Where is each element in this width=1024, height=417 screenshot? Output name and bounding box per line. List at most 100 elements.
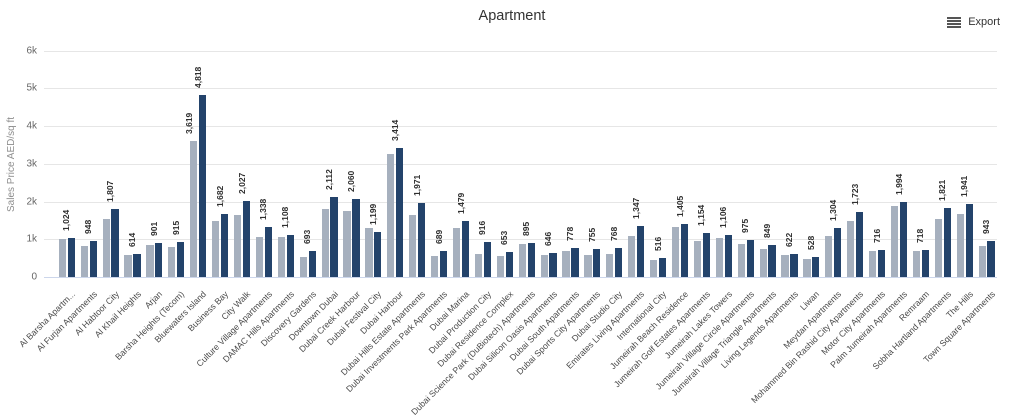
bar-series-2-dark[interactable]	[834, 227, 842, 277]
bar-series-1-light[interactable]	[365, 227, 373, 277]
bar-value-label: 1,821	[937, 180, 948, 202]
bar-series-2-dark[interactable]	[264, 226, 272, 277]
chart-title: Apartment	[478, 8, 546, 24]
bar-series-1-light[interactable]	[825, 235, 833, 277]
bar-series-1-light[interactable]	[190, 140, 198, 277]
bar-series-2-dark[interactable]	[439, 251, 448, 277]
bar-series-1-light[interactable]	[431, 255, 439, 277]
bar-series-2-dark[interactable]	[374, 231, 382, 277]
bar-series-1-light[interactable]	[387, 153, 395, 277]
bar-series-1-light[interactable]	[255, 236, 264, 277]
bar-series-1-light[interactable]	[540, 254, 548, 277]
bar-series-2-dark[interactable]	[89, 241, 97, 277]
bar-series-1-light[interactable]	[409, 215, 417, 277]
bar-series-1-light[interactable]	[584, 255, 592, 277]
bar-value-label: 1,024	[61, 210, 72, 232]
bar-series-2-dark[interactable]	[943, 208, 951, 277]
bar-series-1-light[interactable]	[693, 240, 702, 277]
bar-series-2-dark[interactable]	[593, 248, 601, 277]
bar-series-1-light[interactable]	[277, 237, 285, 277]
bar-series-2-dark[interactable]	[461, 221, 470, 277]
bar-series-2-dark[interactable]	[877, 249, 886, 277]
bar-value-label: 2,112	[324, 169, 335, 191]
bar-series-1-light[interactable]	[628, 235, 636, 277]
bar-series-1-light[interactable]	[146, 245, 154, 277]
bar-series-1-light[interactable]	[847, 221, 855, 277]
bar-series-1-light[interactable]	[562, 250, 570, 277]
bar-series-1-light[interactable]	[934, 218, 942, 277]
bar-series-1-light[interactable]	[496, 256, 504, 277]
bar-series-2-dark[interactable]	[658, 257, 667, 277]
bar-series-2-dark[interactable]	[308, 250, 316, 277]
bar-series-1-light[interactable]	[212, 221, 220, 277]
bar-series-1-light[interactable]	[518, 244, 526, 277]
bar-series-2-dark[interactable]	[396, 148, 404, 277]
bar-value-label: 1,106	[718, 207, 729, 229]
bar-series-1-light[interactable]	[781, 255, 789, 277]
bar-series-1-light[interactable]	[956, 214, 964, 277]
bar-series-1-light[interactable]	[737, 243, 745, 277]
bar-series-2-dark[interactable]	[965, 203, 973, 277]
bar-value-label: 755	[586, 227, 597, 242]
bar-series-1-light[interactable]	[80, 246, 88, 277]
bar-series-1-light[interactable]	[321, 209, 329, 277]
export-button[interactable]: Export	[947, 16, 1000, 28]
bar-value-label: 2,060	[346, 171, 356, 193]
bar-series-2-dark[interactable]	[921, 249, 929, 277]
bar-series-2-dark[interactable]	[987, 241, 995, 277]
bar-series-1-light[interactable]	[715, 238, 723, 277]
bar-series-1-light[interactable]	[912, 251, 921, 277]
bar-series-1-light[interactable]	[102, 218, 110, 277]
bar-series-2-dark[interactable]	[505, 252, 513, 277]
bar-series-1-light[interactable]	[803, 259, 811, 277]
bar-series-2-dark[interactable]	[67, 238, 75, 277]
bar-series-2-dark[interactable]	[111, 208, 119, 277]
bar-series-2-dark[interactable]	[199, 95, 207, 277]
bar-series-2-dark[interactable]	[177, 242, 185, 277]
bar-series-1-light[interactable]	[299, 256, 307, 277]
bar-series-1-light[interactable]	[58, 239, 66, 277]
bar-series-2-dark[interactable]	[790, 253, 798, 277]
bar-value-label: 4,818	[192, 66, 203, 89]
bar-series-1-light[interactable]	[650, 260, 658, 277]
bar-series-1-light[interactable]	[343, 210, 351, 277]
bar-value-label: 1,807	[105, 180, 116, 202]
bar-series-2-dark[interactable]	[856, 212, 864, 277]
bar-series-1-light[interactable]	[890, 205, 899, 277]
bar-series-2-dark[interactable]	[702, 233, 710, 277]
bar-series-1-light[interactable]	[671, 227, 680, 277]
bar-series-2-dark[interactable]	[549, 252, 557, 277]
bar-value-label: 975	[740, 219, 751, 234]
bar-series-1-light[interactable]	[124, 254, 132, 277]
bar-series-2-dark[interactable]	[352, 199, 360, 277]
bar-series-2-dark[interactable]	[220, 213, 229, 277]
bar-series-2-dark[interactable]	[418, 202, 426, 277]
bar-series-2-dark[interactable]	[133, 253, 141, 277]
bar-series-1-light[interactable]	[452, 227, 461, 277]
bar-series-2-dark[interactable]	[286, 235, 294, 277]
bar-value-label: 1,199	[367, 203, 378, 225]
bar-series-1-light[interactable]	[233, 215, 242, 277]
bar-series-2-dark[interactable]	[724, 235, 732, 277]
bar-series-2-dark[interactable]	[899, 201, 908, 277]
bar-series-2-dark[interactable]	[483, 242, 491, 277]
bar-value-label: 689	[433, 229, 444, 244]
bar-series-2-dark[interactable]	[155, 243, 163, 277]
bar-series-1-light[interactable]	[606, 254, 614, 277]
bar-series-1-light[interactable]	[869, 251, 877, 277]
bar-series-2-dark[interactable]	[527, 243, 535, 277]
bar-series-2-dark[interactable]	[812, 257, 820, 277]
bar-series-1-light[interactable]	[168, 246, 176, 277]
bar-series-1-light[interactable]	[759, 249, 767, 277]
bar-series-2-dark[interactable]	[746, 240, 754, 277]
bar-series-2-dark[interactable]	[615, 248, 623, 277]
bar-series-1-light[interactable]	[474, 254, 483, 277]
bar-series-1-light[interactable]	[978, 246, 986, 277]
bar-series-2-dark[interactable]	[571, 247, 579, 277]
bar-series-2-dark[interactable]	[768, 244, 776, 277]
bar-series-2-dark[interactable]	[242, 200, 251, 277]
bar-series-2-dark[interactable]	[680, 224, 689, 277]
bar-value-label: 716	[871, 228, 882, 243]
bar-series-2-dark[interactable]	[637, 226, 645, 277]
bar-series-2-dark[interactable]	[330, 197, 338, 277]
